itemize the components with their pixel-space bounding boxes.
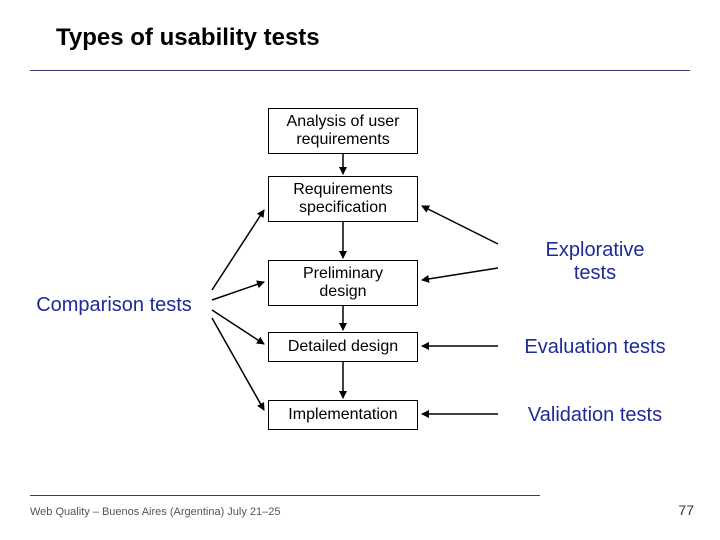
node-label: Implementation: [288, 406, 397, 424]
page-number: 77: [678, 502, 694, 518]
divider-bottom: [30, 495, 540, 496]
node-comparison-tests: Comparison tests: [18, 290, 210, 320]
node-detailed: Detailed design: [268, 332, 418, 362]
node-requirements: Requirementsspecification: [268, 176, 418, 222]
node-label: Preliminarydesign: [303, 265, 383, 302]
slide: Types of usability tests Analysis of use…: [0, 0, 720, 540]
divider-top: [30, 70, 690, 71]
node-label: Comparison tests: [36, 294, 192, 317]
node-explorative-tests: Explorativetests: [500, 236, 690, 288]
node-validation-tests: Validation tests: [500, 400, 690, 430]
node-label: Validation tests: [528, 404, 662, 427]
node-analysis: Analysis of userrequirements: [268, 108, 418, 154]
node-label: Evaluation tests: [524, 336, 665, 359]
slide-title: Types of usability tests: [56, 24, 320, 52]
node-preliminary: Preliminarydesign: [268, 260, 418, 306]
node-evaluation-tests: Evaluation tests: [500, 332, 690, 362]
node-label: Analysis of userrequirements: [287, 113, 400, 150]
node-label: Detailed design: [288, 338, 398, 356]
node-label: Requirementsspecification: [293, 181, 393, 218]
node-label: Explorativetests: [546, 239, 645, 285]
node-implementation: Implementation: [268, 400, 418, 430]
footer-text: Web Quality – Buenos Aires (Argentina) J…: [30, 506, 281, 518]
